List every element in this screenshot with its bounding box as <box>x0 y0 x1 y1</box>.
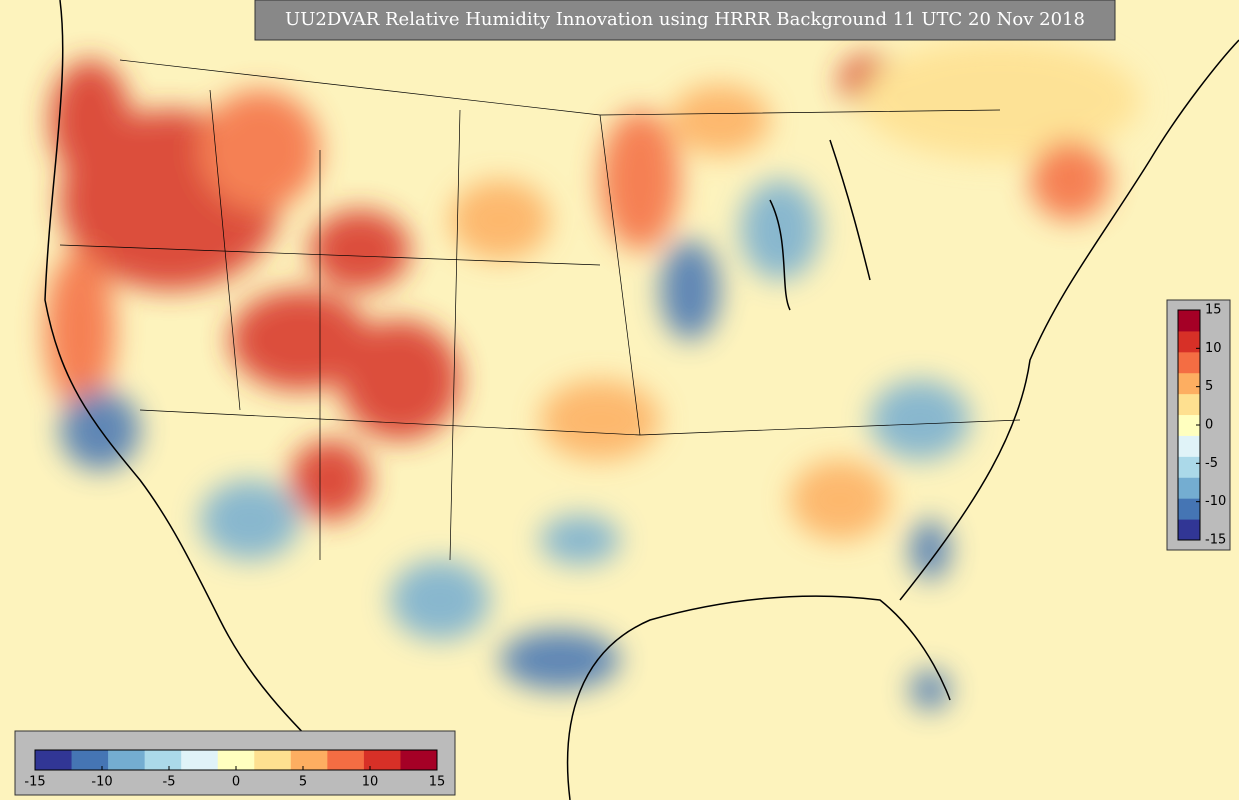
colorbar-tick-label: 5 <box>299 775 307 790</box>
colorbar-swatch <box>363 750 401 770</box>
coastlines <box>44 0 1239 800</box>
colorbar-swatch <box>254 750 292 770</box>
title-box <box>254 0 1116 41</box>
colorbar-swatch <box>35 750 73 770</box>
humidity-field <box>45 40 1140 710</box>
colorbar-swatch <box>1178 351 1200 374</box>
colorbar-tick-label: -15 <box>24 775 45 790</box>
colorbar-swatch <box>1178 393 1200 416</box>
colorbar-swatch <box>71 750 109 770</box>
colorbar-swatch <box>144 750 182 770</box>
colorbar-tick-label: 10 <box>362 775 379 790</box>
colorbar-swatch <box>181 750 219 770</box>
colorbar-swatch <box>1178 456 1200 478</box>
colorbar-tick-label: 0 <box>232 775 240 790</box>
colorbar-swatch <box>290 750 328 770</box>
colorbar-tick-label: -10 <box>1205 494 1226 509</box>
colorbar-swatch <box>217 750 255 770</box>
colorbar-tick-label: -10 <box>91 775 112 790</box>
colorbar-tick-label: 0 <box>1205 418 1213 433</box>
colorbar-swatch <box>108 750 146 770</box>
colorbar-tick-label: -15 <box>1205 533 1226 548</box>
colorbar-swatch <box>1178 435 1200 457</box>
colorbar-swatch <box>1178 498 1200 520</box>
colorbar-tick-label: 15 <box>1205 303 1222 318</box>
colorbar-swatch <box>1178 519 1200 541</box>
colorbar-swatch <box>1178 372 1200 395</box>
colorbar-tick-label: 15 <box>429 775 446 790</box>
colorbar-swatch <box>1178 477 1200 499</box>
colorbar-swatch <box>400 750 438 770</box>
colorbar-swatch <box>1178 330 1200 353</box>
colorbar-swatch <box>327 750 365 770</box>
colorbar-tick-label: 5 <box>1205 379 1213 394</box>
colorbar-swatch <box>1178 310 1200 332</box>
colorbar-tick-label: -5 <box>1205 456 1218 471</box>
state-borders <box>59 59 1021 561</box>
colorbar-tick-label: -5 <box>163 775 176 790</box>
colorbar-tick-label: 10 <box>1205 341 1222 356</box>
map-title: UU2DVAR Relative Humidity Innovation usi… <box>285 9 1085 30</box>
colorbar-swatch <box>1178 414 1200 436</box>
